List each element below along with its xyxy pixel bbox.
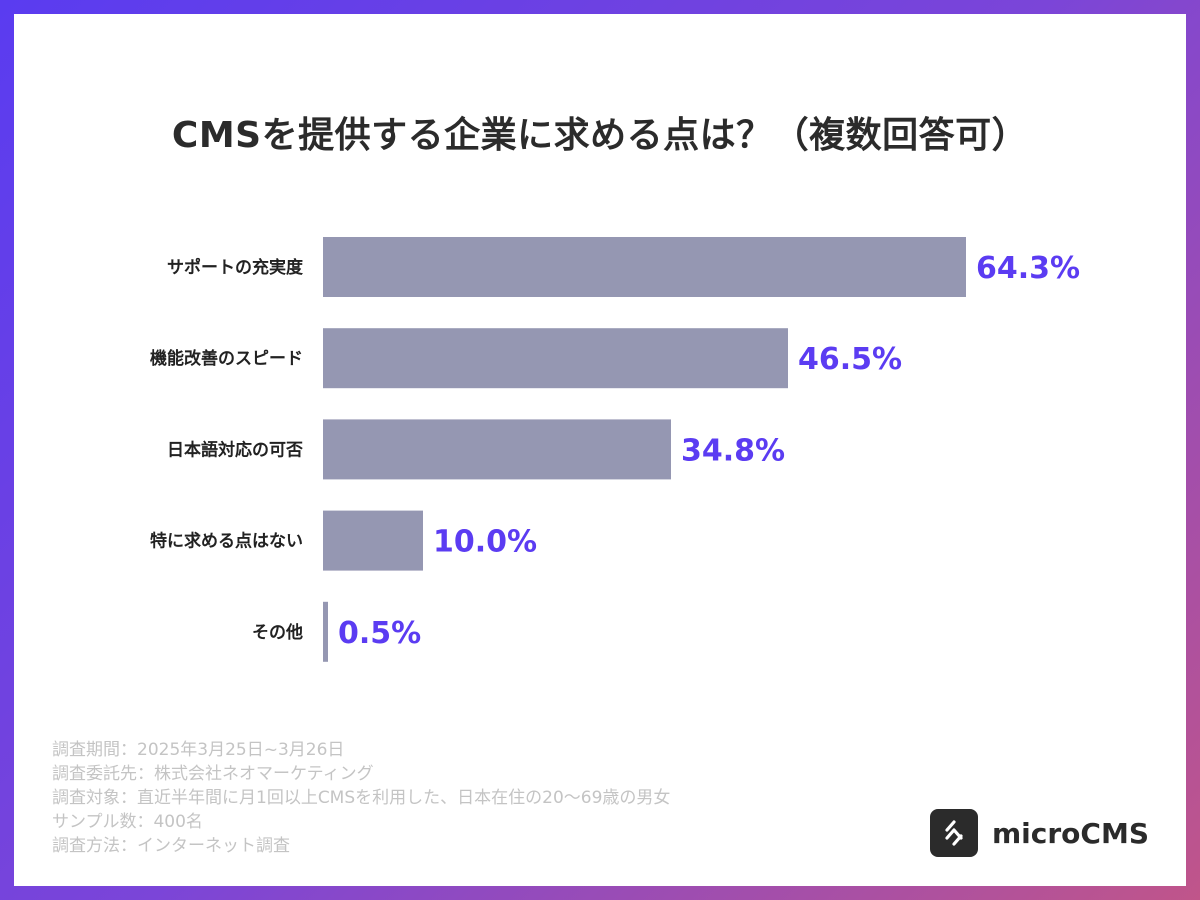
chart-card: CMSを提供する企業に求める点は？（複数回答可） サポートの充実度 64.3% 機能… [14,14,1186,886]
bar [323,237,966,297]
category-label: サポートの充実度 [167,257,304,278]
category-label: 特に求める点はない [150,531,303,552]
brand-logo: microCMS [930,807,1149,859]
note-period: 調査期間：2025年3月25日~3月26日 [52,740,345,760]
bar [323,510,423,571]
category-label: 機能改善のスピード [150,348,303,369]
value-label: 34.8% [681,433,785,468]
value-label: 10.0% [433,525,537,560]
chart-title: CMSを提供する企業に求める点は？（複数回答可） [171,115,1029,156]
bar-chart: サポートの充実度 64.3% 機能改善のスピード 46.5% 日本語対応の可否 34.8%… [150,237,1080,662]
survey-notes: 調査期間：2025年3月25日~3月26日 調査委託先：株式会社ネオマーケティン… [52,738,670,858]
category-label: その他 [252,622,303,643]
note-contractor: 調査委託先：株式会社ネオマーケティング [52,764,374,784]
bar [323,328,788,389]
value-label: 0.5% [338,616,421,651]
logo-text: microCMS [992,816,1149,850]
value-label: 64.3% [976,251,1080,286]
note-method: 調査方法：インターネット調査 [52,836,290,856]
category-label: 日本語対応の可否 [167,439,303,460]
note-target: 調査対象：直近半年間に月1回以上CMSを利用した、日本在住の20～69歳の男女 [52,788,671,808]
note-sample-size: サンプル数：400名 [52,812,203,832]
microcms-logo-icon [930,809,978,857]
value-label: 46.5% [798,342,902,377]
bar [323,419,671,480]
bar [323,601,328,662]
